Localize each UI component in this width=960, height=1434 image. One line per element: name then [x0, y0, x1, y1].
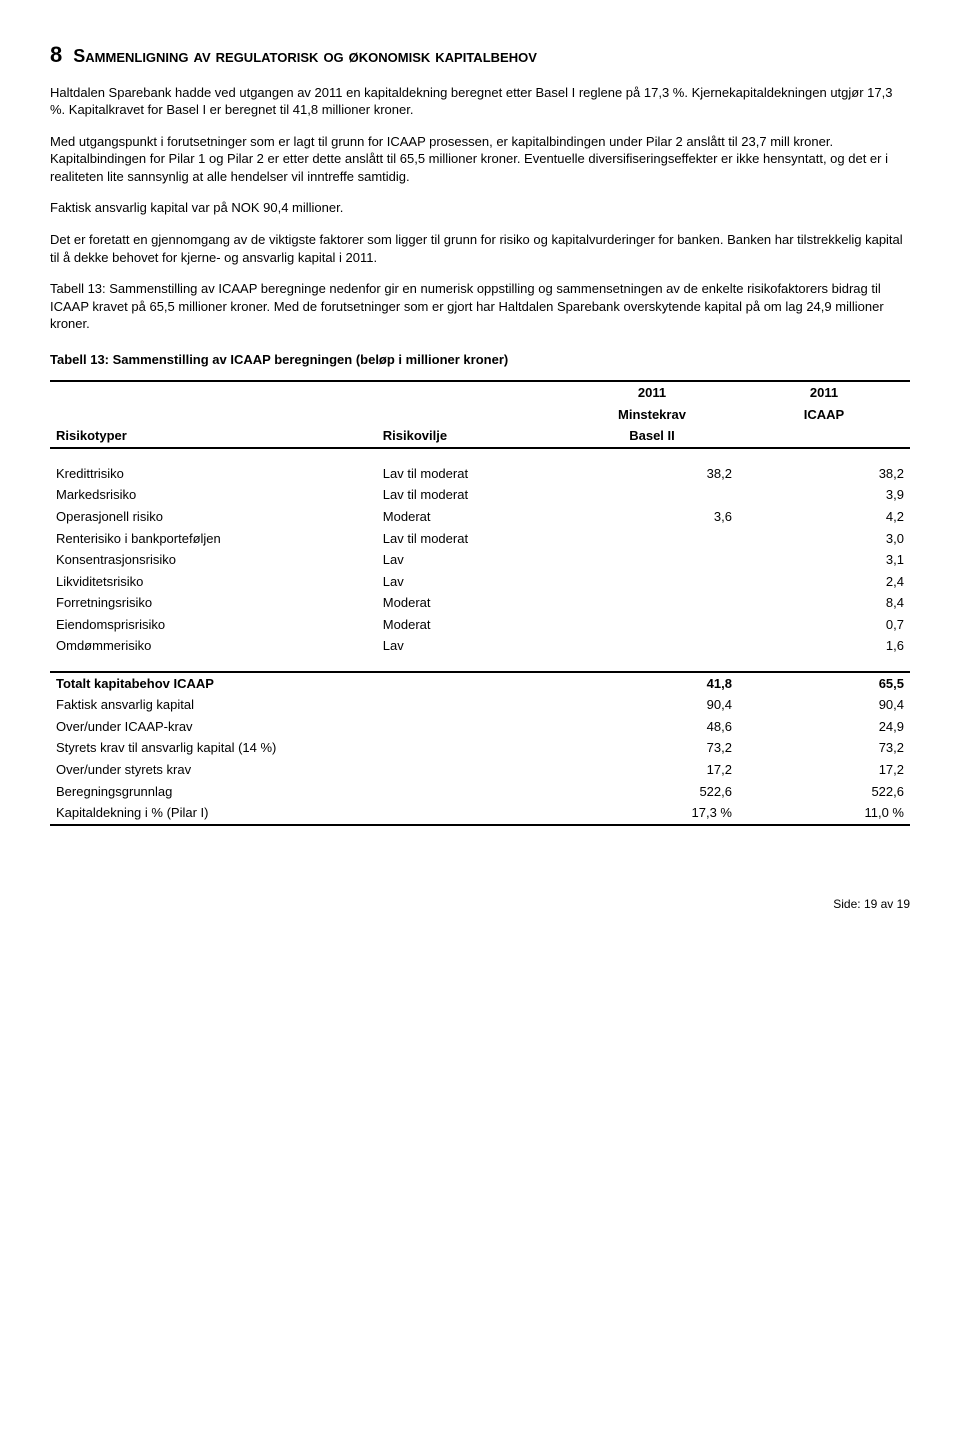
table-row: Markedsrisiko Lav til moderat 3,9 [50, 484, 910, 506]
paragraph: Tabell 13: Sammenstilling av ICAAP bereg… [50, 280, 910, 333]
paragraph: Faktisk ansvarlig kapital var på NOK 90,… [50, 199, 910, 217]
table-title: Tabell 13: Sammenstilling av ICAAP bereg… [50, 351, 910, 369]
table-header: Risikovilje [377, 425, 566, 448]
table-header: 2011 [738, 381, 910, 404]
table-row: Kapitaldekning i % (Pilar I) 17,3 % 11,0… [50, 802, 910, 825]
table-row: Styrets krav til ansvarlig kapital (14 %… [50, 737, 910, 759]
section-title: Sammenligning av regulatorisk og økonomi… [73, 46, 537, 66]
table-total-row: Totalt kapitabehov ICAAP 41,8 65,5 [50, 672, 910, 695]
table-row: Over/under styrets krav 17,2 17,2 [50, 759, 910, 781]
table-header: Basel II [566, 425, 738, 448]
paragraph: Med utgangspunkt i forutsetninger som er… [50, 133, 910, 186]
page-footer: Side: 19 av 19 [50, 896, 910, 912]
table-row: Renterisiko i bankporteføljen Lav til mo… [50, 528, 910, 550]
section-heading: 8 Sammenligning av regulatorisk og økono… [50, 40, 910, 70]
table-row: Forretningsrisiko Moderat 8,4 [50, 592, 910, 614]
paragraph: Haltdalen Sparebank hadde ved utgangen a… [50, 84, 910, 119]
table-header: Risikotyper [50, 425, 377, 448]
table-row: Konsentrasjonsrisiko Lav 3,1 [50, 549, 910, 571]
table-row: Kredittrisiko Lav til moderat 38,2 38,2 [50, 463, 910, 485]
paragraph: Det er foretatt en gjennomgang av de vik… [50, 231, 910, 266]
table-row: Beregningsgrunnlag 522,6 522,6 [50, 781, 910, 803]
table-row: Operasjonell risiko Moderat 3,6 4,2 [50, 506, 910, 528]
table-row: Over/under ICAAP-krav 48,6 24,9 [50, 716, 910, 738]
table-row: Omdømmerisiko Lav 1,6 [50, 635, 910, 657]
table-header: ICAAP [738, 404, 910, 426]
table-row: Eiendomsprisrisiko Moderat 0,7 [50, 614, 910, 636]
table-row: Faktisk ansvarlig kapital 90,4 90,4 [50, 694, 910, 716]
table-row: Likviditetsrisiko Lav 2,4 [50, 571, 910, 593]
table-header: 2011 [566, 381, 738, 404]
section-number: 8 [50, 42, 62, 67]
table-header: Minstekrav [566, 404, 738, 426]
icaap-table: 2011 2011 Minstekrav ICAAP Risikotyper R… [50, 380, 910, 825]
